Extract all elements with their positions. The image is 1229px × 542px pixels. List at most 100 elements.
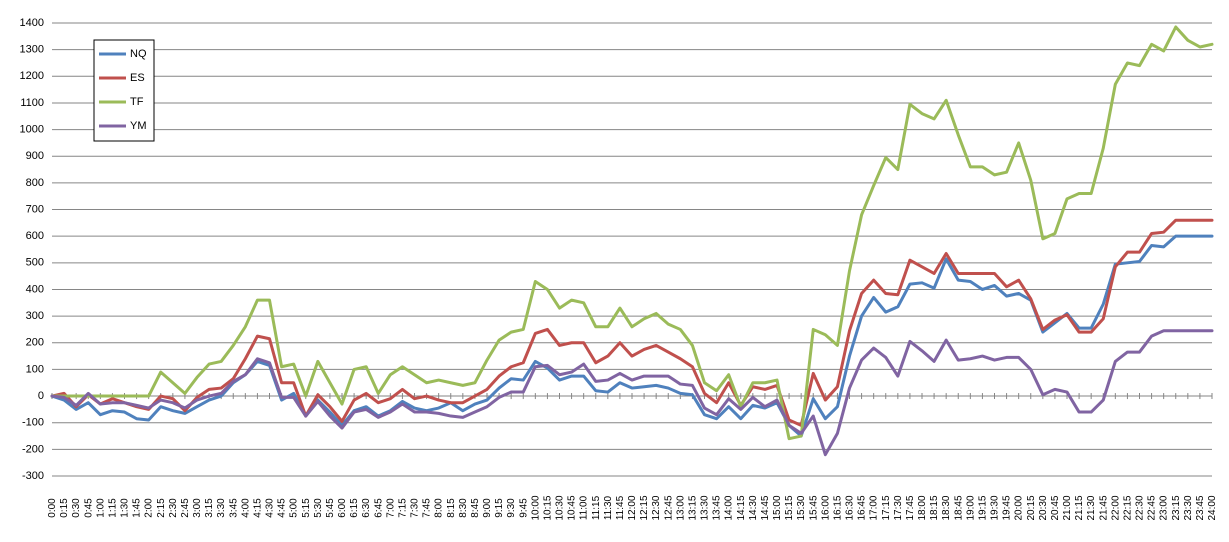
x-tick-label: 14:00 <box>724 495 735 520</box>
x-tick-label: 23:45 <box>1195 495 1206 520</box>
y-tick-label: 200 <box>26 337 44 349</box>
x-tick-label: 8:00 <box>434 498 445 518</box>
x-tick-label: 0:15 <box>59 498 70 518</box>
y-tick-label: 1200 <box>20 70 44 82</box>
x-tick-label: 0:45 <box>83 498 94 518</box>
x-axis-tick-labels: 0:00 0:15 0:30 0:45 1:00 1:15 1:30 1:45 2:00 2:15… <box>47 495 1218 520</box>
series-line-tf <box>50 25 1214 441</box>
x-tick-label: 17:15 <box>881 495 892 520</box>
x-tick-label: 5:00 <box>289 498 300 518</box>
x-tick-label: 1:45 <box>132 498 143 518</box>
series-line-es <box>50 218 1214 427</box>
x-tick-label: 16:30 <box>845 495 856 520</box>
y-tick-label: 1400 <box>20 17 44 29</box>
x-tick-label: 24:00 <box>1207 495 1218 520</box>
y-tick-label: 1100 <box>20 97 44 109</box>
x-tick-label: 10:00 <box>530 495 541 520</box>
x-tick-label: 12:00 <box>627 495 638 520</box>
x-tick-label: 5:45 <box>325 498 336 518</box>
legend-item-nq: NQ <box>99 48 147 60</box>
x-tick-label: 13:45 <box>712 495 723 520</box>
x-tick-label: 22:45 <box>1147 495 1158 520</box>
x-tick-label: 18:45 <box>953 495 964 520</box>
legend-box <box>93 39 155 142</box>
legend-item-ym: YM <box>99 120 147 132</box>
x-tick-label: 6:15 <box>349 498 360 518</box>
x-tick-label: 17:00 <box>869 495 880 520</box>
x-tick-label: 16:00 <box>820 495 831 520</box>
x-tick-label: 8:15 <box>446 498 457 518</box>
x-tick-label: 10:30 <box>555 495 566 520</box>
x-tick-label: 15:00 <box>772 495 783 520</box>
x-tick-label: 3:00 <box>192 498 203 518</box>
x-tick-label: 8:45 <box>470 498 481 518</box>
x-tick-label: 9:45 <box>518 498 529 518</box>
x-axis <box>51 393 1213 400</box>
legend-label-nq: NQ <box>130 48 147 60</box>
x-tick-label: 7:00 <box>385 498 396 518</box>
x-tick-label: 2:15 <box>156 498 167 518</box>
y-tick-label: 100 <box>26 363 44 375</box>
x-tick-label: 17:45 <box>905 495 916 520</box>
x-tick-label: 11:30 <box>603 495 614 520</box>
x-tick-label: 1:00 <box>95 498 106 518</box>
x-tick-label: 4:15 <box>252 498 263 518</box>
x-tick-label: 14:30 <box>748 495 759 520</box>
x-tick-label: 1:30 <box>120 498 131 518</box>
x-tick-label: 19:15 <box>977 495 988 520</box>
x-tick-label: 2:30 <box>168 498 179 518</box>
x-tick-label: 4:00 <box>240 498 251 518</box>
y-tick-label: -300 <box>22 470 44 482</box>
x-tick-label: 16:45 <box>857 495 868 520</box>
legend-label-es: ES <box>130 72 145 84</box>
legend-item-es: ES <box>99 72 145 84</box>
x-tick-label: 0:30 <box>71 498 82 518</box>
y-axis-tick-labels: -300 -200 -100 0 100 200 300 400 500 600 700 800 900… <box>20 17 44 482</box>
x-tick-label: 14:45 <box>760 495 771 520</box>
x-tick-label: 3:45 <box>228 498 239 518</box>
x-tick-label: 12:15 <box>639 495 650 520</box>
series-lines <box>50 25 1214 457</box>
x-tick-label: 4:30 <box>265 498 276 518</box>
x-tick-label: 13:30 <box>700 495 711 520</box>
x-tick-label: 22:30 <box>1135 495 1146 520</box>
series-line-nq <box>50 234 1214 438</box>
x-tick-label: 9:15 <box>494 498 505 518</box>
x-tick-label: 15:30 <box>796 495 807 520</box>
x-tick-label: 21:00 <box>1062 495 1073 520</box>
x-tick-label: 20:45 <box>1050 495 1061 520</box>
y-tick-label: -200 <box>22 443 44 455</box>
x-tick-label: 9:30 <box>506 498 517 518</box>
x-tick-label: 7:15 <box>397 498 408 518</box>
x-tick-label: 12:30 <box>651 495 662 520</box>
x-tick-label: 15:15 <box>784 495 795 520</box>
y-tick-label: 0 <box>38 390 44 402</box>
x-tick-label: 13:00 <box>675 495 686 520</box>
gridlines <box>52 22 1212 477</box>
x-tick-label: 7:45 <box>422 498 433 518</box>
x-tick-label: 19:00 <box>965 495 976 520</box>
legend: NQ ES TF YM <box>93 39 155 142</box>
x-tick-label: 22:00 <box>1110 495 1121 520</box>
legend-label-tf: TF <box>130 96 144 108</box>
y-tick-label: 400 <box>26 283 44 295</box>
legend-item-tf: TF <box>99 96 144 108</box>
y-tick-label: 300 <box>26 310 44 322</box>
x-tick-label: 9:00 <box>482 498 493 518</box>
x-tick-label: 19:30 <box>990 495 1001 520</box>
y-tick-label: 500 <box>26 257 44 269</box>
y-tick-label: -100 <box>22 417 44 429</box>
x-tick-label: 23:30 <box>1183 495 1194 520</box>
x-tick-label: 21:15 <box>1074 495 1085 520</box>
x-tick-label: 14:15 <box>736 495 747 520</box>
x-tick-label: 11:00 <box>579 495 590 520</box>
x-tick-label: 8:30 <box>458 498 469 518</box>
y-tick-label: 600 <box>26 230 44 242</box>
y-tick-label: 700 <box>26 203 44 215</box>
x-tick-label: 10:15 <box>542 495 553 520</box>
x-tick-label: 23:15 <box>1171 495 1182 520</box>
x-tick-label: 11:15 <box>591 495 602 520</box>
x-tick-label: 6:00 <box>337 498 348 518</box>
x-tick-label: 7:30 <box>410 498 421 518</box>
